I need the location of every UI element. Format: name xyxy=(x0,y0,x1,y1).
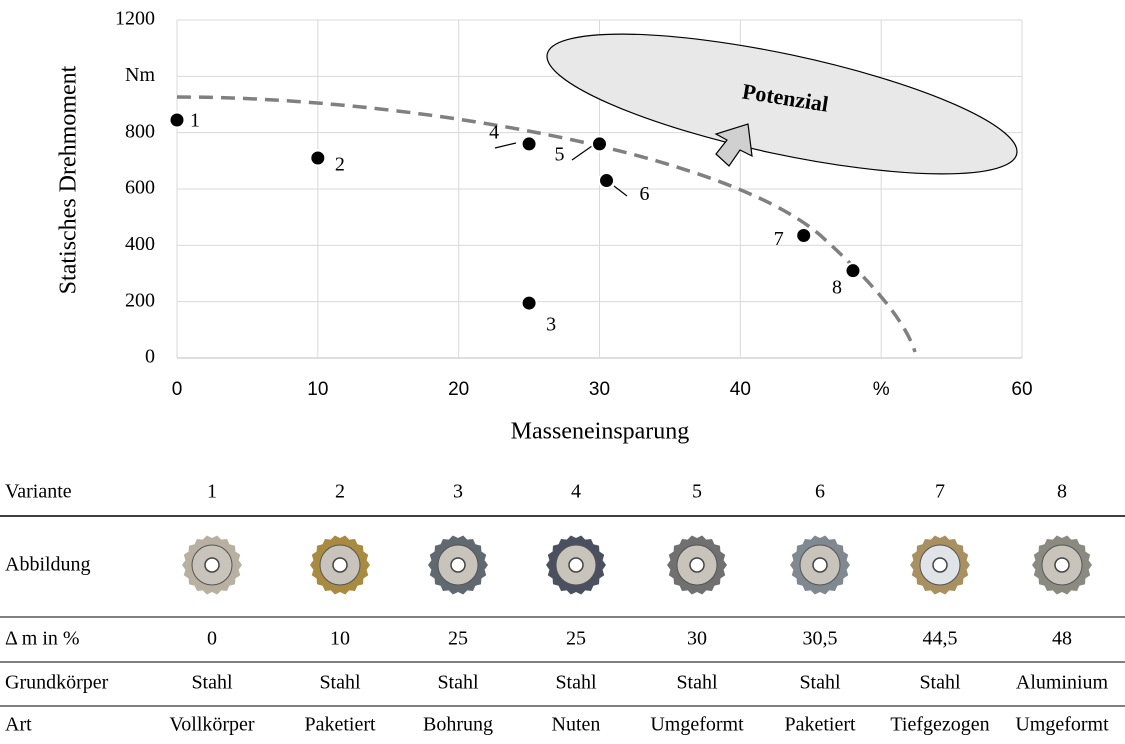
gear-bore xyxy=(332,557,348,573)
y-tick-label: 800 xyxy=(125,120,155,142)
gear-bore xyxy=(1054,557,1070,573)
table-cell: 48 xyxy=(1052,628,1072,650)
data-point xyxy=(795,226,813,244)
leader-line xyxy=(571,145,593,161)
data-point xyxy=(520,294,538,312)
x-tick-label: 20 xyxy=(448,379,469,400)
table-header: 4 xyxy=(571,481,581,503)
y-tick-label: 0 xyxy=(145,346,155,368)
y-tick-label: 1200 xyxy=(115,8,155,30)
gear-picture xyxy=(428,535,488,595)
table-lines xyxy=(0,515,1125,707)
data-point xyxy=(309,149,327,167)
y-tick-label: 400 xyxy=(125,233,155,255)
table-header: 8 xyxy=(1057,481,1067,503)
table-cell: Stahl xyxy=(555,672,597,694)
gear-picture xyxy=(310,535,370,595)
y-tick-label: 200 xyxy=(125,289,155,311)
table-cell: Art xyxy=(5,714,32,736)
table-header: Variante xyxy=(5,481,72,503)
gear-bore xyxy=(568,557,584,573)
table-cell: Stahl xyxy=(919,672,961,694)
table-cell: Nuten xyxy=(552,714,601,736)
point-label: 5 xyxy=(555,144,565,166)
gear-bore xyxy=(689,557,705,573)
potential-arrow xyxy=(714,123,753,167)
data-point xyxy=(520,135,538,153)
table-cell: Stahl xyxy=(437,672,479,694)
data-point xyxy=(844,262,862,280)
gear-bore xyxy=(812,557,828,573)
y-tick-label: 600 xyxy=(125,177,155,199)
table-cell: 30,5 xyxy=(803,628,838,650)
table-cell: Stahl xyxy=(319,672,361,694)
x-tick-label: 30 xyxy=(589,379,610,400)
x-tick-label: % xyxy=(873,379,890,400)
gear-bore xyxy=(450,557,466,573)
table-cell: Aluminium xyxy=(1016,672,1109,694)
point-label: 2 xyxy=(335,154,345,176)
y-axis-title: Statisches Drehmoment xyxy=(56,65,82,294)
point-label: 8 xyxy=(832,276,842,298)
leaders xyxy=(494,142,628,197)
table-cell: 0 xyxy=(207,628,217,650)
table-cell: 25 xyxy=(448,628,468,650)
x-tick-label: 40 xyxy=(730,379,751,400)
leader-line xyxy=(613,185,628,197)
gear-picture xyxy=(182,535,242,595)
gear-picture xyxy=(546,535,606,595)
trend-curve xyxy=(176,95,917,353)
point-label: 1 xyxy=(190,110,200,132)
table-cell: 10 xyxy=(330,628,350,650)
table-cell: Stahl xyxy=(676,672,718,694)
table-cell: Vollkörper xyxy=(169,714,255,736)
table-header: 3 xyxy=(453,481,463,503)
gear-picture xyxy=(910,535,970,595)
x-tick-label: 10 xyxy=(307,379,328,400)
data-point xyxy=(168,111,186,129)
table-cell: Stahl xyxy=(191,672,233,694)
point-label: 3 xyxy=(546,314,556,336)
point-label: 6 xyxy=(640,183,650,205)
table-cell: Bohrung xyxy=(423,714,493,736)
table-header: 7 xyxy=(935,481,945,503)
gear-picture xyxy=(790,535,850,595)
table-header: 2 xyxy=(335,481,345,503)
table-cell: Grundkörper xyxy=(5,672,109,694)
table-cell: Abbildung xyxy=(5,554,91,576)
table-cell: Umgeformt xyxy=(650,714,744,736)
gear-picture xyxy=(1032,535,1092,595)
point-label: 4 xyxy=(489,122,499,144)
table-cell: Paketiert xyxy=(784,714,856,736)
table-cell: 30 xyxy=(687,628,707,650)
leader-line xyxy=(494,142,517,149)
data-point xyxy=(591,135,608,153)
x-axis-title: Masseneinsparung xyxy=(511,419,690,445)
potential-ellipse xyxy=(546,33,1018,175)
table-cell: Tiefgezogen xyxy=(890,714,989,736)
x-tick-label: 0 xyxy=(172,379,183,400)
table-cell: Δ m in % xyxy=(5,628,80,650)
table-cell: Paketiert xyxy=(304,714,376,736)
table-cell: Stahl xyxy=(799,672,841,694)
gear-picture xyxy=(667,535,727,595)
table-header: 1 xyxy=(207,481,217,503)
table-header: 6 xyxy=(815,481,825,503)
data-point xyxy=(598,172,616,190)
gear-bore xyxy=(204,557,220,573)
y-tick-label: Nm xyxy=(125,64,155,86)
gear-bore xyxy=(932,557,948,573)
point-label: 7 xyxy=(774,228,784,250)
table-cell: Umgeformt xyxy=(1015,714,1109,736)
table-cell: 44,5 xyxy=(923,628,958,650)
table-cell: 25 xyxy=(566,628,586,650)
table-header: 5 xyxy=(692,481,702,503)
x-tick-label: 60 xyxy=(1011,379,1032,400)
